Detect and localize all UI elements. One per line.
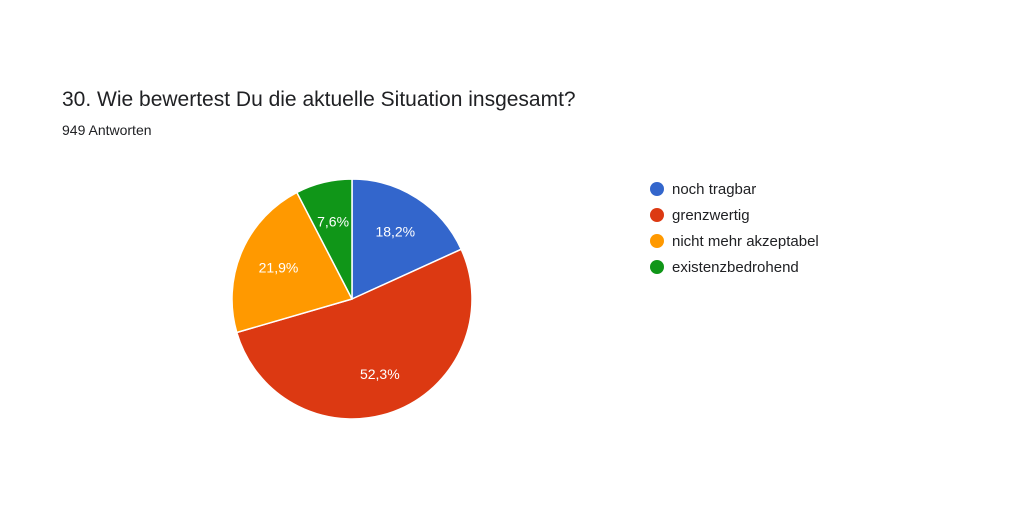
pie-slice-label: 18,2%	[375, 224, 415, 240]
legend-item-0[interactable]: noch tragbar	[650, 176, 819, 202]
pie-slice-label: 52,3%	[360, 366, 400, 382]
pie-slice-1[interactable]	[235, 248, 473, 420]
legend-label: grenzwertig	[672, 206, 750, 224]
legend-item-3[interactable]: existenzbedrohend	[650, 254, 819, 280]
chart-legend: noch tragbar grenzwertig nicht mehr akzept…	[650, 176, 819, 280]
legend-label: noch tragbar	[672, 180, 757, 198]
chart-title: 30. Wie bewertest Du die aktuelle Situat…	[62, 88, 576, 111]
legend-swatch-icon	[650, 182, 664, 196]
legend-swatch-icon	[650, 260, 664, 274]
legend-label: existenzbedrohend	[672, 258, 799, 276]
legend-item-1[interactable]: grenzwertig	[650, 202, 819, 228]
legend-item-2[interactable]: nicht mehr akzeptabel	[650, 228, 819, 254]
legend-label: nicht mehr akzeptabel	[672, 232, 819, 250]
pie-slice-3[interactable]	[295, 178, 353, 300]
response-count: 949 Antworten	[62, 122, 152, 138]
legend-swatch-icon	[650, 208, 664, 222]
pie-slice-label: 7,6%	[317, 213, 349, 229]
legend-swatch-icon	[650, 234, 664, 248]
pie-slice-2[interactable]	[231, 191, 354, 334]
pie-slice-label: 21,9%	[259, 259, 299, 275]
pie-slice-0[interactable]	[351, 178, 463, 301]
